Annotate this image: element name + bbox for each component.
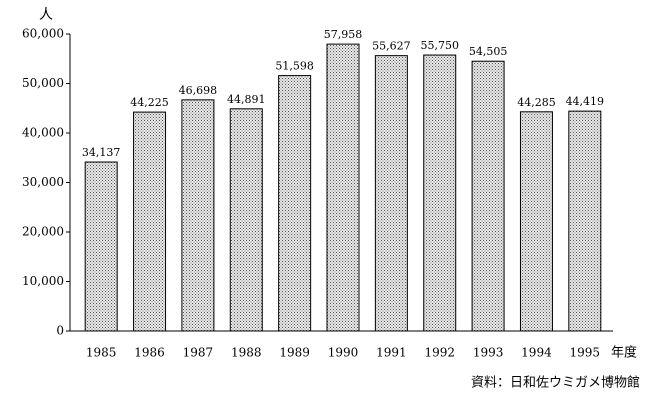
value-label: 55,750: [420, 39, 459, 52]
y-tick-label: 10,000: [22, 274, 64, 288]
value-label: 51,598: [275, 60, 314, 73]
x-axis-label: 年度: [611, 345, 637, 361]
bar: [374, 55, 408, 332]
bar: [519, 111, 553, 332]
value-label: 34,137: [82, 146, 121, 159]
x-tick-label: 1992: [424, 346, 455, 360]
bar: [423, 54, 457, 332]
x-tick-label: 1994: [521, 346, 552, 360]
bar: [133, 111, 167, 332]
bar: [84, 161, 118, 332]
bar: [181, 99, 215, 332]
x-tick-label: 1988: [231, 346, 262, 360]
value-label: 44,419: [566, 95, 605, 108]
source-note: 資料：日和佐ウミガメ博物館: [471, 376, 640, 391]
value-label: 57,958: [324, 28, 363, 41]
bar: [229, 108, 263, 332]
y-tick-label: 30,000: [22, 175, 64, 189]
y-tick-label: 40,000: [22, 126, 64, 140]
bar: [568, 110, 602, 332]
x-tick-label: 1989: [279, 346, 310, 360]
x-tick-label: 1995: [570, 346, 601, 360]
x-tick-label: 1993: [473, 346, 504, 360]
bar: [278, 75, 312, 332]
bar: [326, 43, 360, 332]
x-tick-label: 1987: [183, 346, 214, 360]
x-tick-label: 1986: [134, 346, 165, 360]
y-tick-label: 60,000: [22, 27, 64, 41]
value-label: 54,505: [469, 45, 508, 58]
y-tick-label: 0: [56, 324, 64, 338]
bar: [471, 60, 505, 332]
y-tick-label: 50,000: [22, 76, 64, 90]
value-label: 44,285: [517, 96, 556, 109]
x-tick-label: 1985: [86, 346, 117, 360]
value-label: 44,891: [227, 93, 266, 106]
value-label: 55,627: [372, 40, 411, 53]
y-axis-label: 人: [39, 7, 53, 23]
x-tick-label: 1990: [328, 346, 359, 360]
value-label: 46,698: [179, 84, 218, 97]
value-label: 44,225: [130, 96, 169, 109]
y-tick-label: 20,000: [22, 225, 64, 239]
x-tick-label: 1991: [376, 346, 407, 360]
